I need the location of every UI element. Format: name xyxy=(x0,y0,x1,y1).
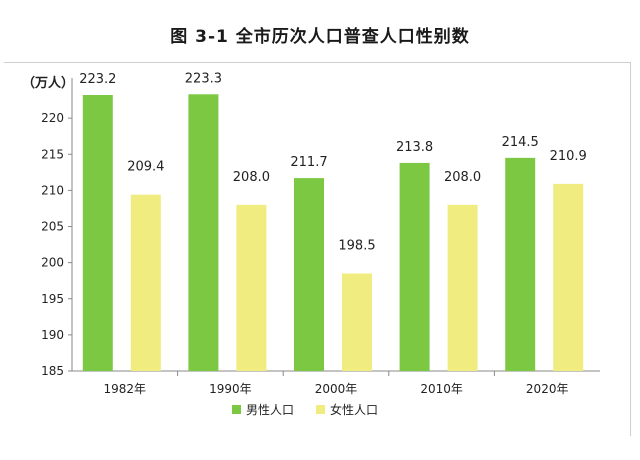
legend-label-female: 女性人口 xyxy=(330,402,378,417)
data-label: 214.5 xyxy=(502,135,539,150)
legend-swatch-male xyxy=(232,405,241,414)
legend-swatch-female xyxy=(316,405,325,414)
chart-frame xyxy=(4,62,631,436)
bar-female xyxy=(553,183,584,371)
bar-female xyxy=(236,204,267,371)
y-tick-label: 220 xyxy=(41,111,64,125)
data-label: 223.3 xyxy=(185,71,222,86)
data-label: 209.4 xyxy=(127,160,164,175)
bar-male xyxy=(188,94,219,371)
data-label: 210.9 xyxy=(550,149,587,164)
x-tick-label: 2000年 xyxy=(315,382,358,396)
data-label: 198.5 xyxy=(338,238,375,253)
data-label: 213.8 xyxy=(396,140,433,155)
y-axis-label: （万人） xyxy=(22,76,75,91)
bar-male xyxy=(294,178,324,371)
x-tick-label: 1990年 xyxy=(209,382,252,396)
y-tick-label: 195 xyxy=(41,292,64,306)
bar-male xyxy=(505,157,536,371)
y-tick-label: 190 xyxy=(41,328,64,342)
x-tick-label: 1982年 xyxy=(104,382,147,396)
chart-title: 图 3-1 全市历次人口普查人口性别数 xyxy=(170,27,470,47)
y-tick-label: 210 xyxy=(41,183,64,197)
data-label: 208.0 xyxy=(233,170,270,185)
bar-male xyxy=(399,162,430,371)
bar-female xyxy=(447,204,478,371)
y-tick-label: 215 xyxy=(41,147,64,161)
y-tick-label: 205 xyxy=(41,220,64,234)
x-tick-label: 2020年 xyxy=(526,382,569,396)
data-label: 223.2 xyxy=(79,72,116,87)
legend-label-male: 男性人口 xyxy=(246,403,294,417)
x-tick-label: 2010年 xyxy=(420,382,463,396)
y-tick-label: 200 xyxy=(41,256,64,270)
data-label: 208.0 xyxy=(444,170,481,185)
y-tick-label: 185 xyxy=(41,364,64,378)
bar-female xyxy=(130,194,161,371)
data-label: 211.7 xyxy=(290,155,327,170)
bar-female xyxy=(342,273,372,371)
bar-male xyxy=(82,95,113,371)
